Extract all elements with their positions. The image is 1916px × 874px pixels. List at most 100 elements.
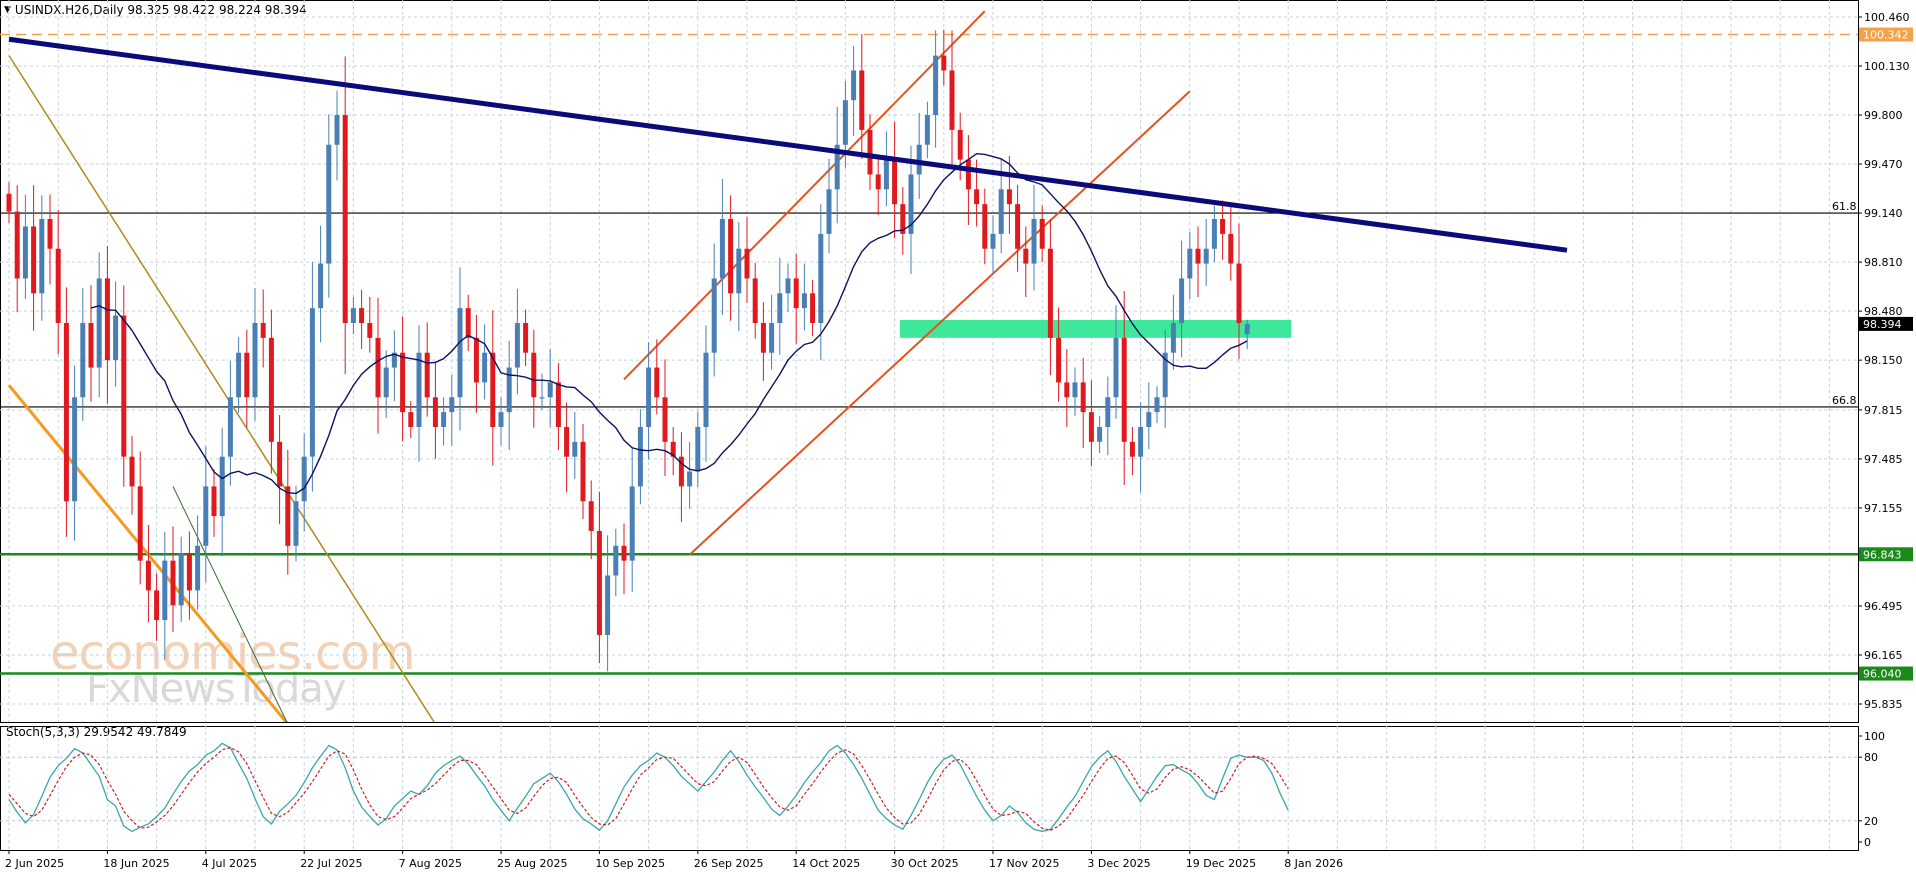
candle-bear [588, 501, 594, 531]
candle-bear [752, 278, 758, 323]
candle-bull [178, 553, 184, 606]
candle-bull [801, 293, 807, 309]
candle-bear [285, 486, 291, 546]
candle-bull [572, 441, 578, 457]
candle-bear [900, 204, 906, 234]
candle-bear [1228, 233, 1234, 264]
candle-bear [277, 441, 283, 487]
symbol-ohlc-label: USINDX.H26,Daily 98.325 98.422 98.224 98… [14, 3, 307, 17]
candle-bull [506, 367, 512, 413]
candle-bear [957, 129, 963, 160]
candle-bear [137, 486, 143, 561]
candle-bull [711, 278, 717, 353]
candle-bull [498, 412, 504, 427]
candle-bear [760, 322, 766, 353]
candle-bear [1047, 248, 1053, 338]
candle-bull [252, 322, 258, 398]
candle-bear [596, 530, 602, 635]
watermark-economies: economies.com [50, 625, 415, 681]
y-tick-label: 99.140 [1864, 207, 1903, 220]
x-tick-label: 25 Aug 2025 [497, 857, 567, 870]
candle-bear [55, 248, 61, 323]
support-2-price-badge-bg [1859, 666, 1913, 681]
candle-bull [1179, 278, 1185, 323]
candle-bear [104, 278, 110, 361]
candle-bear [1195, 248, 1201, 264]
candle-bear [1056, 337, 1062, 383]
candle-bear [47, 219, 53, 249]
candle-bull [1211, 219, 1217, 249]
candle-bear [662, 397, 668, 442]
candle-bull [1105, 397, 1111, 427]
candle-bear [670, 441, 676, 457]
candle-bear [424, 352, 430, 398]
candle-bull [1072, 382, 1078, 398]
y-tick-label: 98.480 [1864, 305, 1903, 318]
candle-bear [400, 352, 406, 413]
stoch-y-tick-label: 20 [1864, 815, 1878, 828]
y-tick-label: 96.165 [1864, 649, 1903, 662]
candle-bear [186, 553, 192, 591]
x-tick-label: 2 Jun 2025 [5, 857, 64, 870]
candle-bear [1129, 441, 1135, 457]
candle-bull [834, 144, 840, 190]
y-tick-label: 96.495 [1864, 600, 1903, 613]
candle-bull [851, 70, 857, 101]
x-tick-label: 14 Oct 2025 [792, 857, 860, 870]
y-tick-label: 99.470 [1864, 158, 1903, 171]
candle-bull [227, 397, 233, 457]
candle-bear [1039, 219, 1045, 249]
candle-bear [564, 426, 570, 457]
candle-bull [293, 501, 299, 546]
support-1-price-badge-bg [1859, 547, 1913, 562]
main-plot [0, 10, 1858, 722]
candle-bull [195, 545, 201, 591]
x-tick-label: 26 Sep 2025 [694, 857, 764, 870]
candle-bull [1170, 322, 1176, 353]
candle-bear [965, 159, 971, 190]
candle-bull [908, 174, 914, 234]
candle-bear [88, 322, 94, 368]
candle-bull [350, 308, 356, 323]
candle-bear [555, 382, 561, 427]
x-tick-label: 30 Oct 2025 [891, 857, 959, 870]
x-tick-label: 18 Jun 2025 [103, 857, 169, 870]
main-panel-frame [0, 0, 1859, 723]
candle-bull [301, 456, 307, 502]
candle-bear [154, 590, 160, 621]
candle-bull [818, 233, 824, 323]
candle-bear [1220, 219, 1226, 234]
candle-bull [326, 144, 332, 264]
up-channel-upper-line [623, 10, 986, 381]
support-1-price-badge: 96.843 [1863, 548, 1902, 561]
candle-bull [1203, 248, 1209, 264]
candle-bear [465, 308, 471, 338]
candle-bear [1006, 189, 1012, 205]
candle-bull [613, 545, 619, 576]
candle-bear [490, 352, 496, 427]
candle-bull [842, 100, 848, 145]
candle-bear [941, 55, 947, 71]
candle-bull [605, 575, 611, 635]
candle-bull [785, 278, 791, 294]
candle-bear [1015, 204, 1021, 249]
y-tick-label: 100.130 [1864, 60, 1910, 73]
candle-bull [998, 189, 1004, 234]
candle-bear [367, 322, 373, 338]
down-channel-line-1 [8, 55, 435, 722]
candle-bull [203, 486, 209, 546]
candle-bull [72, 397, 78, 502]
y-tick-label: 100.460 [1864, 11, 1910, 24]
y-tick-label: 98.150 [1864, 354, 1903, 367]
support-2-price-badge: 96.040 [1863, 668, 1902, 681]
chart-dropdown-icon[interactable]: ▼ [4, 5, 11, 15]
candle-bear [129, 456, 135, 487]
candle-bear [244, 352, 250, 398]
candle-bull [96, 278, 102, 368]
y-tick-label: 98.810 [1864, 256, 1903, 269]
candle-bull [416, 352, 422, 427]
candle-bull [441, 412, 447, 427]
up-channel-lower-line [688, 90, 1191, 556]
stoch-panel-frame [0, 726, 1859, 851]
